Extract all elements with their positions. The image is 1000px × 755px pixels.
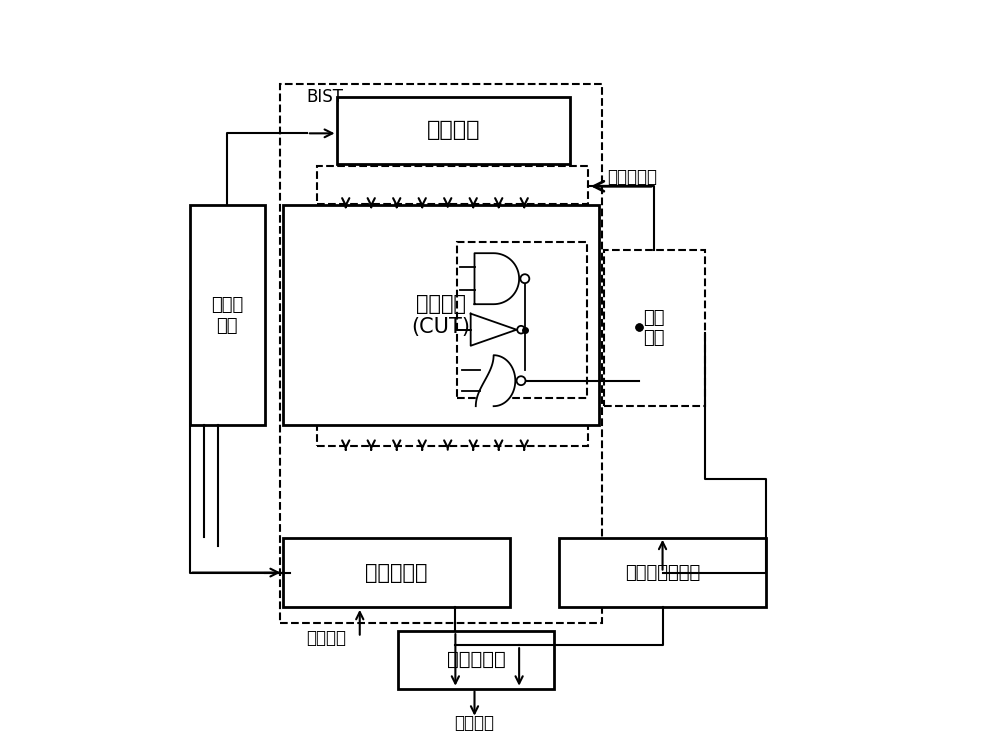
FancyBboxPatch shape — [190, 205, 265, 425]
Text: 标准时钟: 标准时钟 — [306, 629, 346, 646]
Circle shape — [517, 326, 525, 334]
Text: 自振荡回路: 自振荡回路 — [607, 168, 657, 186]
Text: 综合控
制器: 综合控 制器 — [211, 296, 243, 334]
Text: 待测电路
(CUT): 待测电路 (CUT) — [412, 294, 471, 337]
Polygon shape — [471, 313, 517, 346]
FancyBboxPatch shape — [283, 538, 510, 607]
Text: 向量生成: 向量生成 — [427, 121, 481, 140]
Text: 老化特征计数器: 老化特征计数器 — [625, 563, 701, 581]
Circle shape — [517, 376, 525, 385]
Text: 预测分析器: 预测分析器 — [447, 650, 505, 670]
FancyBboxPatch shape — [283, 205, 599, 425]
FancyBboxPatch shape — [337, 97, 570, 164]
Polygon shape — [475, 253, 519, 304]
FancyBboxPatch shape — [559, 538, 766, 607]
Text: 预测结果: 预测结果 — [455, 714, 495, 732]
Polygon shape — [476, 355, 515, 406]
FancyBboxPatch shape — [398, 631, 554, 689]
Text: 特征寄存器: 特征寄存器 — [365, 562, 428, 583]
Text: 回路
控制: 回路 控制 — [644, 309, 665, 347]
Circle shape — [520, 274, 529, 283]
Text: BIST: BIST — [307, 88, 344, 106]
